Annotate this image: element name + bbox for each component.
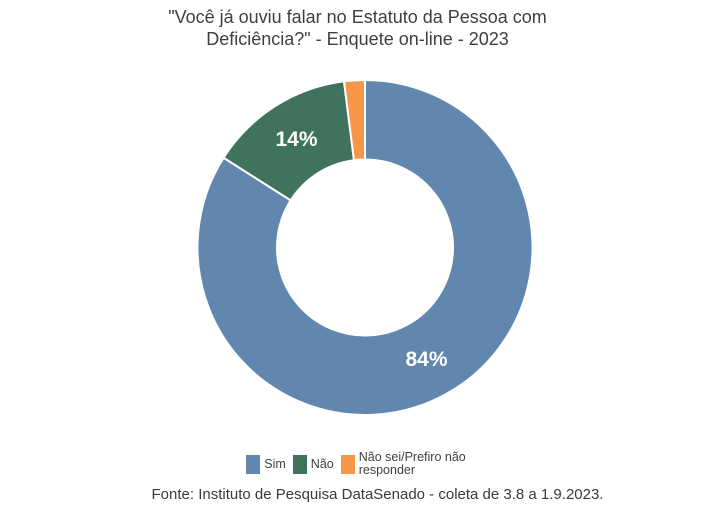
legend-label-sim: Sim [264,456,286,471]
chart-title: "Você já ouviu falar no Estatuto da Pess… [0,7,715,51]
slice-label-1: 84% [405,348,447,371]
legend-item-nao-sei: Não sei/Prefiro não responder [340,450,479,478]
legend-swatch-nao [292,454,307,474]
legend-swatch-sim [246,454,261,474]
slice-label-2: 14% [275,128,317,151]
legend-item-nao: Não [292,454,334,474]
legend-label-nao-sei: Não sei/Prefiro não responder [358,450,466,478]
donut-slice-3 [343,79,366,162]
chart-legend: Sim Não Não sei/Prefiro não responder [10,450,715,478]
donut-slice-1 [196,79,534,416]
legend-swatch-nao-sei [340,454,355,474]
chart-title-text: "Você já ouviu falar no Estatuto da Pess… [168,7,547,49]
legend-label-nao: Não [310,456,334,471]
legend-item-sim: Sim [246,454,286,474]
source-note: Fonte: Instituto de Pesquisa DataSenado … [151,486,604,503]
